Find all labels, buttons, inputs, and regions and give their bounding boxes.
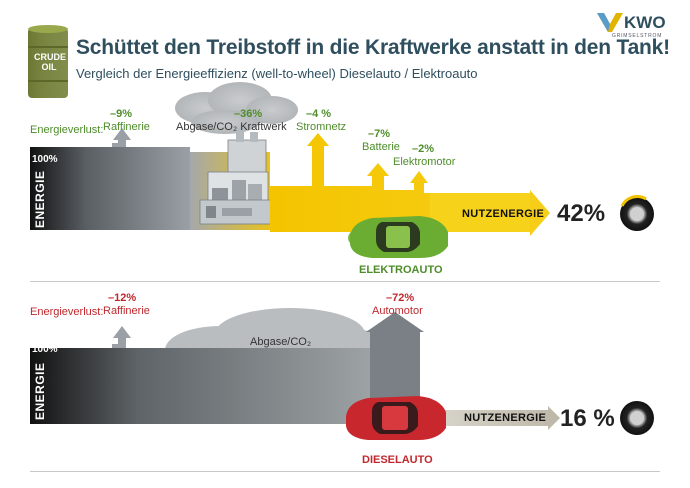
elektroauto-car-icon	[348, 216, 448, 258]
elektro-result: 42%	[557, 200, 606, 227]
elektro-car-label: ELEKTROAUTO	[359, 264, 443, 276]
elektro-elektromotor-label: Elektromotor	[393, 156, 456, 168]
dieselauto-car-icon	[346, 396, 446, 440]
elektro-stromnetz-label: Stromnetz	[296, 121, 347, 133]
elektro-loss-label: Energieverlust:	[30, 124, 104, 136]
tire-icon-elektro	[620, 195, 654, 231]
diesel-raffinerie-label: Raffinerie	[103, 305, 150, 317]
elektro-batterie-label: Batterie	[362, 141, 400, 153]
diesel-loss-label: Energieverlust:	[30, 306, 104, 318]
elektro-axis-label: ENERGIE	[33, 170, 47, 228]
diesel-automotor-label: Automotor	[372, 305, 423, 317]
oil-barrel-icon	[28, 25, 68, 98]
elektro-elektromotor-pct: –2%	[412, 143, 435, 155]
diesel-car-label: DIESELAUTO	[362, 454, 433, 466]
elektro-flow	[30, 82, 550, 236]
page-title: Schüttet den Treibstoff in die Kraftwerk…	[76, 36, 670, 59]
logo-subtext: GRIMSELSTROM	[612, 33, 663, 39]
diesel-start-pct: 100%	[32, 344, 58, 355]
elektro-raffinerie-label: Raffinerie	[103, 121, 150, 133]
diesel-useful-label: NUTZENERGIE	[464, 412, 547, 424]
diesel-automotor-pct: –72%	[386, 292, 415, 304]
power-plant-icon	[199, 128, 273, 225]
elektro-kraftwerk-label: Abgase/CO₂ Kraftwerk	[176, 121, 287, 133]
page-subtitle: Vergleich der Energieeffizienz (well-to-…	[76, 66, 478, 81]
section-divider	[30, 281, 660, 282]
elektro-useful-label: NUTZENERGIE	[462, 208, 545, 220]
elektro-batterie-pct: –7%	[368, 128, 391, 140]
elektro-stromnetz-pct: –4 %	[306, 108, 332, 120]
diesel-raffinerie-pct: –12%	[108, 292, 137, 304]
elektro-raffinerie-pct: –9%	[110, 108, 133, 120]
diesel-result: 16 %	[560, 405, 615, 432]
logo-text: KWO	[624, 13, 666, 32]
diesel-axis-label: ENERGIE	[33, 362, 47, 420]
kwo-logo-icon	[597, 13, 623, 32]
diesel-flow	[30, 308, 560, 430]
bottom-divider	[30, 471, 660, 472]
diesel-exhaust-label: Abgase/CO₂	[250, 336, 312, 348]
elektro-kraftwerk-pct: –36%	[234, 108, 263, 120]
elektro-start-pct: 100%	[32, 154, 58, 165]
tire-icon-diesel	[620, 401, 654, 435]
barrel-label: CRUDE OIL	[34, 52, 67, 72]
